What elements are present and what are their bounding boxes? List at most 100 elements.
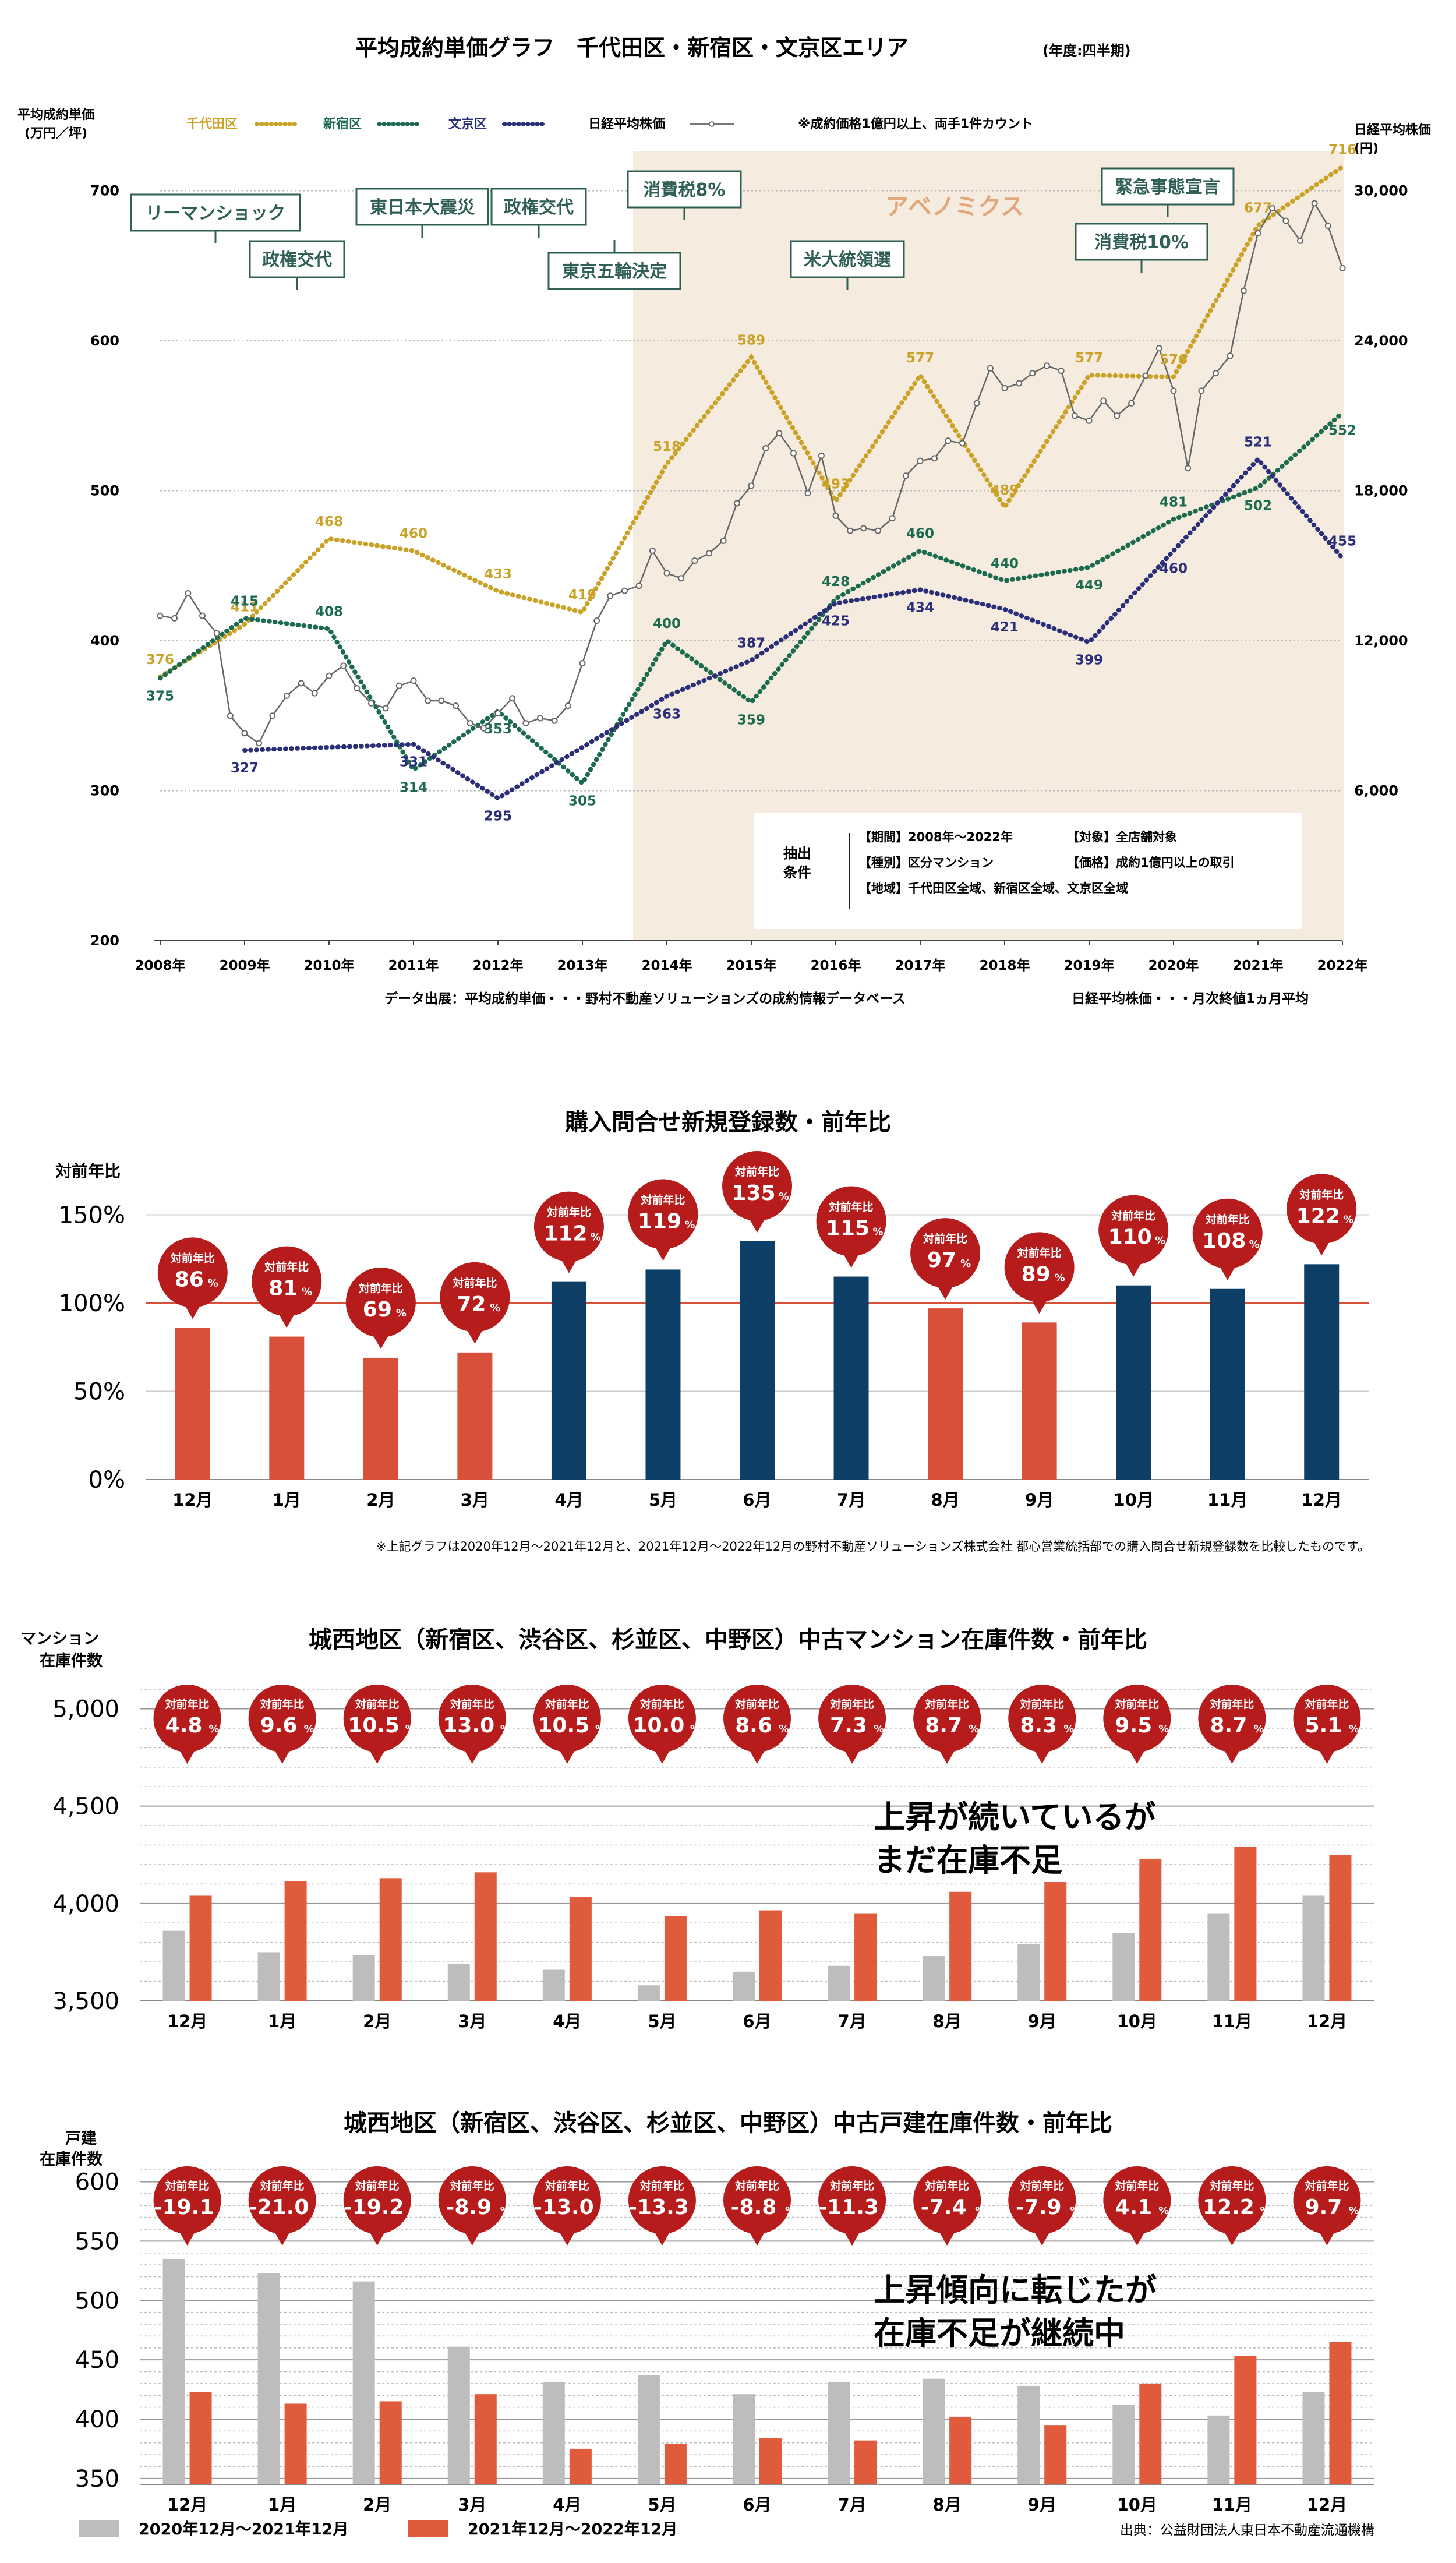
mansion-x-tick: 8月 bbox=[933, 2011, 962, 2031]
nikkei-marker bbox=[494, 709, 501, 716]
inquiry-bar bbox=[740, 1241, 775, 1480]
event-callout: 消費税10% bbox=[1075, 223, 1208, 273]
nikkei-marker bbox=[748, 482, 755, 489]
mansion-badge: 対前年比 10.5% bbox=[533, 1685, 606, 1764]
house-bar-curr bbox=[1329, 2342, 1352, 2484]
inquiry-badge-circle bbox=[722, 1150, 792, 1221]
mansion-x-tick: 12月 bbox=[1307, 2011, 1347, 2031]
nikkei-marker bbox=[1016, 380, 1023, 387]
mansion-badge-circle bbox=[913, 1685, 981, 1752]
house-badge: 対前年比 9.7% bbox=[1293, 2166, 1361, 2246]
mansion-bar-curr bbox=[1139, 1858, 1162, 2001]
house-x-tick: 7月 bbox=[837, 2495, 866, 2515]
nikkei-marker bbox=[227, 712, 234, 719]
nikkei-marker bbox=[593, 617, 600, 624]
nikkei-marker bbox=[298, 680, 305, 687]
right-tick-label: 18,000 bbox=[1354, 483, 1408, 499]
mansion-badge-unit: % bbox=[690, 1723, 701, 1735]
mansion-badge-value: 10.5 bbox=[348, 1714, 400, 1738]
house-badge: 対前年比 -8.8% bbox=[723, 2166, 796, 2246]
mansion-badge-value: 4.8 bbox=[165, 1714, 203, 1738]
nikkei-marker bbox=[326, 672, 333, 679]
inquiry-badge-value: 122 bbox=[1296, 1204, 1340, 1228]
chiyoda-value-label: 460 bbox=[400, 527, 427, 542]
nikkei-marker bbox=[1282, 217, 1289, 224]
nikkei-marker bbox=[889, 515, 896, 522]
nikkei-marker bbox=[1142, 372, 1149, 379]
event-label: 米大統領選 bbox=[804, 250, 891, 270]
nikkei-marker bbox=[438, 697, 445, 704]
mansion-y-tick: 5,000 bbox=[52, 1696, 119, 1722]
chiyoda-value-label: 577 bbox=[1075, 351, 1103, 366]
inquiry-badge-unit: % bbox=[302, 1286, 312, 1298]
inquiry-x-tick: 5月 bbox=[649, 1490, 677, 1510]
house-annotation-2: 在庫不足が継続中 bbox=[874, 2315, 1125, 2352]
event-label: 東日本大震災 bbox=[370, 197, 475, 218]
mansion-x-tick: 5月 bbox=[648, 2011, 676, 2031]
house-badge-circle bbox=[628, 2166, 696, 2234]
series bbox=[157, 164, 1346, 802]
mansion-badge-circle bbox=[1103, 1685, 1171, 1752]
event-box bbox=[130, 193, 301, 232]
legend-nikkei: 日経平均株価 bbox=[588, 116, 665, 132]
house-badge-unit: % bbox=[1348, 2205, 1359, 2217]
x-tick-label: 2016年 bbox=[810, 958, 861, 973]
inquiry-badge-unit: % bbox=[873, 1226, 884, 1238]
inquiry-bar bbox=[269, 1336, 305, 1480]
mansion-bar-curr bbox=[1044, 1882, 1067, 2001]
house-badge-unit: % bbox=[697, 2205, 707, 2217]
mansion-badge-value: 9.5 bbox=[1115, 1714, 1152, 1738]
house-badge: 対前年比 -19.2% bbox=[343, 2166, 422, 2246]
event-callout: 政権交代 bbox=[249, 240, 345, 290]
inquiry-badge-circle bbox=[1004, 1232, 1075, 1302]
bottom-legend: 2020年12月～2021年12月 2021年12月～2022年12月 出典：公… bbox=[79, 2520, 1374, 2539]
mansion-badge: 対前年比 8.7% bbox=[1198, 1685, 1266, 1764]
inquiry-badge-circle bbox=[1287, 1174, 1357, 1244]
mansion-badge: 対前年比 7.3% bbox=[818, 1685, 886, 1764]
mansion-badge-label: 対前年比 bbox=[260, 1697, 305, 1711]
inquiry-badge-unit: % bbox=[208, 1277, 218, 1289]
house-badge-label: 対前年比 bbox=[1209, 2179, 1254, 2193]
bunkyo-value-label: 434 bbox=[906, 600, 934, 615]
house-badge-unit: % bbox=[222, 2205, 232, 2217]
mansion-badge-unit: % bbox=[779, 1723, 789, 1735]
inquiry-badge-value: 115 bbox=[826, 1217, 870, 1241]
mansion-badge-circle bbox=[248, 1685, 316, 1752]
event-label: 緊急事態宣言 bbox=[1115, 177, 1220, 197]
nikkei-marker bbox=[973, 400, 980, 407]
mansion-badge-circle bbox=[153, 1685, 221, 1752]
legend-prev-swatch bbox=[79, 2520, 119, 2537]
x-tick-label: 2012年 bbox=[472, 958, 523, 973]
inquiry-x-tick: 1月 bbox=[273, 1490, 301, 1510]
mansion-bar-prev bbox=[162, 1930, 185, 2001]
house-badge-value: -7.9 bbox=[1016, 2195, 1062, 2219]
house-badge-circle bbox=[533, 2166, 601, 2234]
house-badge-circle bbox=[1198, 2166, 1266, 2234]
house-badge-value: -8.9 bbox=[446, 2195, 492, 2219]
legend-prev: 2020年12月～2021年12月 bbox=[139, 2520, 348, 2539]
inquiry-badge-label: 対前年比 bbox=[452, 1276, 497, 1290]
inquiry-badge-circle bbox=[440, 1262, 510, 1332]
house-bar-curr bbox=[474, 2394, 497, 2484]
x-tick-label: 2008年 bbox=[135, 958, 185, 973]
chiyoda-value-label: 376 bbox=[146, 652, 174, 668]
nikkei-marker bbox=[987, 365, 994, 372]
nikkei-marker bbox=[269, 712, 276, 719]
right-tick-label: 12,000 bbox=[1354, 633, 1408, 649]
house-bar-prev bbox=[733, 2394, 755, 2484]
inquiry-badge-circle bbox=[1192, 1198, 1263, 1269]
nikkei-marker bbox=[185, 589, 192, 596]
mansion-inventory-chart-panel: 城西地区（新宿区、渋谷区、杉並区、中野区）中古マンション在庫件数・前年比 マンシ… bbox=[0, 1579, 1456, 2068]
right-tick-label: 24,000 bbox=[1354, 333, 1408, 349]
house-badge-label: 対前年比 bbox=[924, 2179, 969, 2193]
mansion-badge-circle bbox=[1198, 1685, 1266, 1752]
nikkei-marker bbox=[917, 457, 924, 464]
mansion-bar-prev bbox=[923, 1956, 945, 2001]
nikkei-marker bbox=[818, 452, 825, 459]
inquiry-x-tick: 4月 bbox=[554, 1490, 583, 1510]
chiyoda-value-label: 577 bbox=[906, 351, 934, 366]
mansion-badge-label: 対前年比 bbox=[165, 1697, 210, 1711]
right-tick-label: 30,000 bbox=[1354, 183, 1408, 199]
shinjuku-line bbox=[158, 410, 1345, 787]
